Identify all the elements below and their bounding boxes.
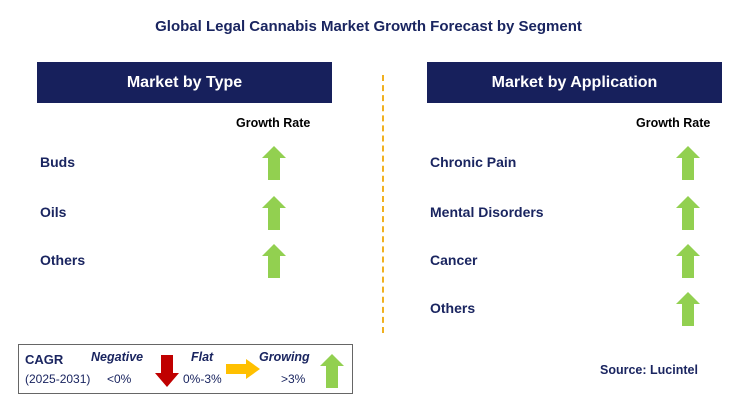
negative-range: <0% <box>107 372 132 386</box>
growing-label: Growing <box>259 350 310 364</box>
market-by-application-header: Market by Application <box>427 62 722 103</box>
up-arrow-icon <box>676 146 700 180</box>
diagram-title: Global Legal Cannabis Market Growth Fore… <box>155 18 582 35</box>
up-arrow-icon <box>676 244 700 278</box>
segment-label: Chronic Pain <box>430 154 517 170</box>
market-by-type-header: Market by Type <box>37 62 332 103</box>
source-label: Source: Lucintel <box>600 363 698 377</box>
segment-label: Others <box>430 300 476 316</box>
flat-range: 0%-3% <box>183 372 222 386</box>
segment-label: Others <box>40 252 86 268</box>
up-arrow-icon <box>320 354 344 388</box>
flat-label: Flat <box>191 350 214 364</box>
segment-label: Oils <box>40 204 67 220</box>
segment-label: Mental Disorders <box>430 204 544 220</box>
right-arrow-icon <box>226 359 260 379</box>
up-arrow-icon <box>262 244 286 278</box>
period-label: (2025-2031) <box>25 372 91 386</box>
growth-rate-label: Growth Rate <box>636 116 711 130</box>
down-arrow-icon <box>155 355 179 387</box>
growth-rate-label: Growth Rate <box>236 116 311 130</box>
up-arrow-icon <box>676 196 700 230</box>
segment-label: Cancer <box>430 252 478 268</box>
up-arrow-icon <box>262 146 286 180</box>
cagr-legend: CAGR (2025-2031) Negative <0% Flat 0%-3%… <box>18 344 353 394</box>
up-arrow-icon <box>676 292 700 326</box>
divider <box>382 75 384 333</box>
up-arrow-icon <box>262 196 286 230</box>
negative-label: Negative <box>91 350 144 364</box>
cagr-label: CAGR <box>25 352 64 367</box>
segment-label: Buds <box>40 154 75 170</box>
growing-range: >3% <box>281 372 306 386</box>
